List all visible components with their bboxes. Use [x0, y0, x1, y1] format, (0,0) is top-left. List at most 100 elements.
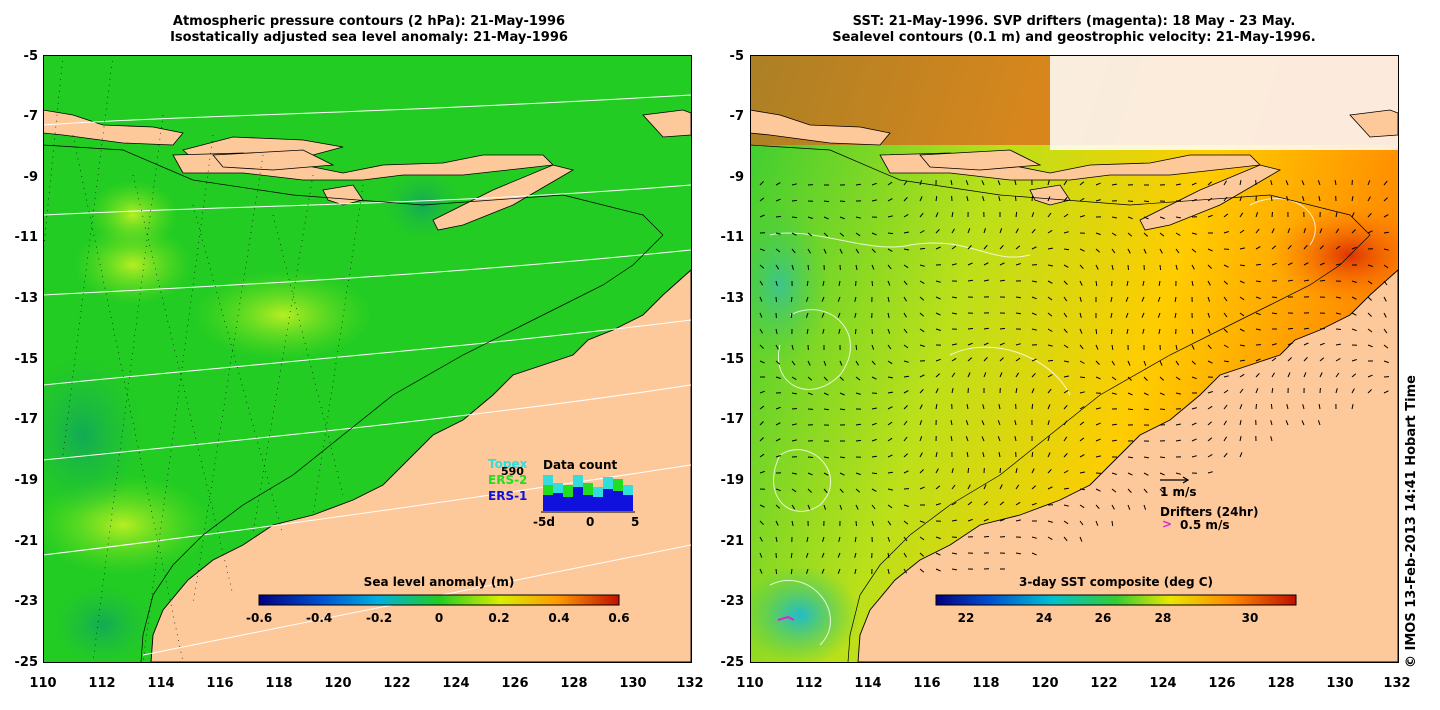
sea-level-map-svg	[43, 55, 691, 662]
velocity-arrow	[1111, 520, 1114, 526]
velocity-arrow	[999, 501, 1005, 506]
velocity-arrow	[791, 520, 794, 527]
pressure-contour	[43, 384, 691, 461]
velocity-arrow	[1031, 246, 1037, 250]
velocity-arrow	[1014, 435, 1017, 442]
velocity-arrow	[1351, 246, 1357, 250]
velocity-arrow	[1239, 196, 1243, 202]
velocity-arrow	[903, 280, 908, 286]
velocity-arrow	[951, 372, 956, 378]
velocity-arrow	[1095, 438, 1101, 442]
velocity-arrow	[821, 568, 825, 574]
velocity-arrow	[887, 232, 894, 235]
velocity-arrow	[822, 280, 825, 287]
velocity-arrow	[790, 296, 793, 302]
velocity-arrow	[1383, 390, 1389, 394]
sla-tick: 0.2	[488, 611, 510, 625]
velocity-arrow	[775, 280, 778, 286]
velocity-arrow	[1063, 470, 1069, 474]
left-y-tick: -19	[14, 473, 39, 488]
velocity-arrow	[1223, 280, 1229, 285]
velocity-arrow	[1191, 438, 1197, 442]
velocity-arrow	[1303, 372, 1307, 378]
velocity-arrow	[1159, 232, 1165, 237]
velocity-arrow	[1367, 280, 1373, 285]
velocity-arrow	[1270, 180, 1273, 186]
velocity-arrow	[839, 456, 845, 459]
velocity-arrow	[1159, 376, 1165, 381]
velocity-arrow	[1095, 248, 1101, 253]
count-bar	[603, 477, 613, 489]
velocity-arrow	[999, 244, 1004, 250]
velocity-arrow	[855, 439, 862, 442]
count-bar	[573, 475, 583, 487]
velocity-arrow	[1031, 388, 1035, 394]
velocity-arrow	[807, 392, 813, 396]
velocity-arrow	[903, 213, 909, 218]
velocity-arrow	[871, 248, 876, 253]
velocity-arrow	[967, 262, 973, 266]
velocity-arrow	[1175, 344, 1178, 351]
velocity-arrow	[759, 248, 765, 252]
velocity-arrow	[1095, 520, 1099, 526]
velocity-arrow	[1015, 552, 1021, 555]
sla-colorbar-title: Sea level anomaly (m)	[363, 575, 515, 589]
velocity-arrow	[871, 520, 875, 526]
velocity-arrow	[1079, 312, 1082, 318]
velocity-arrow	[791, 183, 797, 186]
velocity-arrow	[967, 245, 972, 250]
velocity-arrow	[1319, 262, 1325, 266]
velocity-arrow	[759, 552, 763, 558]
left-x-tick: 114	[147, 676, 175, 691]
velocity-arrow	[998, 196, 1001, 202]
velocity-arrow	[999, 228, 1003, 234]
velocity-arrow	[935, 280, 941, 283]
velocity-arrow	[1207, 296, 1211, 302]
velocity-arrow	[1191, 360, 1196, 365]
velocity-arrow	[1047, 229, 1053, 234]
velocity-arrow	[1174, 296, 1177, 302]
land-island	[212, 149, 335, 171]
inset-title: Data count	[543, 458, 618, 472]
velocity-arrow	[807, 264, 810, 270]
velocity-arrow	[967, 467, 970, 474]
velocity-arrow	[951, 228, 955, 234]
velocity-arrow	[1175, 232, 1181, 236]
velocity-arrow	[839, 200, 846, 202]
velocity-arrow	[919, 247, 926, 250]
velocity-arrow	[807, 360, 811, 366]
left-x-tick: 124	[442, 676, 470, 691]
drifter-track	[777, 615, 795, 621]
right-title-line1: SST: 21-May-1996. SVP drifters (magenta)…	[852, 14, 1296, 29]
velocity-arrow	[1047, 520, 1053, 523]
velocity-arrow	[791, 504, 796, 510]
track	[272, 214, 344, 496]
velocity-arrow	[1285, 420, 1289, 426]
velocity-arrow	[807, 488, 812, 493]
velocity-arrow	[1367, 296, 1372, 301]
velocity-arrow	[1063, 389, 1069, 394]
velocity-arrow	[807, 456, 814, 458]
velocity-arrow	[1125, 296, 1129, 302]
velocity-arrow	[1079, 264, 1084, 270]
land-island	[1029, 184, 1071, 206]
velocity-arrow	[999, 342, 1005, 346]
velocity-arrow	[791, 408, 798, 410]
velocity-arrow	[1143, 504, 1147, 510]
velocity-arrow	[983, 244, 988, 250]
velocity-arrow	[1095, 376, 1101, 380]
velocity-arrow	[887, 264, 892, 270]
velocity-arrow	[999, 467, 1001, 474]
velocity-arrow	[1015, 484, 1020, 490]
right-x-tick: 130	[1326, 676, 1354, 691]
velocity-arrow	[903, 328, 908, 334]
velocity-arrow	[855, 472, 861, 476]
velocity-arrow	[1207, 312, 1211, 318]
left-x-tick: 128	[560, 676, 588, 691]
velocity-arrow	[1223, 196, 1228, 202]
inset-axis-label: 5	[631, 515, 640, 529]
velocity-arrow	[999, 279, 1005, 282]
land-australia	[150, 269, 691, 662]
count-bar	[603, 477, 613, 511]
velocity-arrow	[1239, 328, 1245, 332]
